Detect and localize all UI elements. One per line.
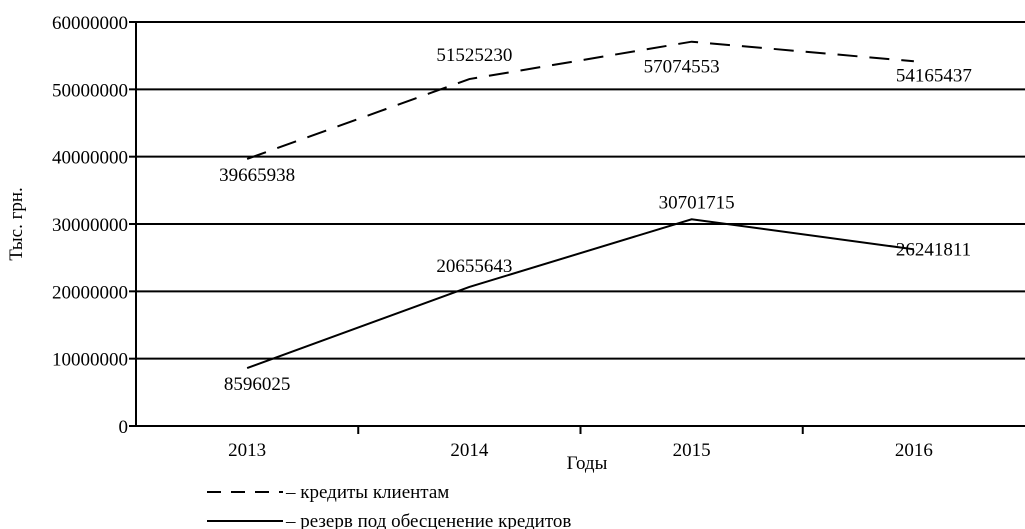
- data-label: 57074553: [644, 57, 720, 78]
- series-line-2: [247, 219, 914, 368]
- grid-lines: [136, 89, 1025, 358]
- y-tick-label: 10000000: [52, 350, 128, 371]
- y-tick-label: 0: [119, 417, 129, 438]
- series-line-1: [247, 42, 914, 159]
- y-tick-labels: 0 10000000 20000000 30000000 40000000 5000000…: [52, 13, 136, 438]
- y-tick-label: 60000000: [52, 13, 128, 34]
- y-tick-label: 20000000: [52, 282, 128, 303]
- x-tick-label: 2015: [673, 440, 711, 461]
- data-label: 8596025: [224, 374, 291, 395]
- legend-label-credits: – кредиты клиентам: [285, 482, 449, 503]
- y-tick-label: 50000000: [52, 80, 128, 101]
- x-tick-label: 2014: [450, 440, 489, 461]
- data-label: 30701715: [659, 192, 735, 213]
- data-labels: 39665938 51525230 57074553 54165437 8596025 2…: [219, 45, 972, 395]
- data-label: 51525230: [436, 45, 512, 66]
- y-tick-label: 40000000: [52, 148, 128, 169]
- data-label: 54165437: [896, 65, 972, 86]
- y-axis-title: Тыс. грн.: [6, 187, 27, 261]
- legend: – кредиты клиентам – резерв под обесцене…: [207, 482, 571, 529]
- x-tick-label: 2013: [228, 440, 266, 461]
- data-label: 20655643: [436, 256, 512, 277]
- legend-label-reserve: – резерв под обесценение кредитов: [285, 511, 571, 529]
- x-axis-title: Годы: [567, 453, 608, 474]
- y-tick-label: 30000000: [52, 215, 128, 236]
- series-lines: [247, 42, 914, 368]
- data-label: 39665938: [219, 165, 295, 186]
- x-tick-label: 2016: [895, 440, 933, 461]
- data-label: 26241811: [896, 239, 971, 260]
